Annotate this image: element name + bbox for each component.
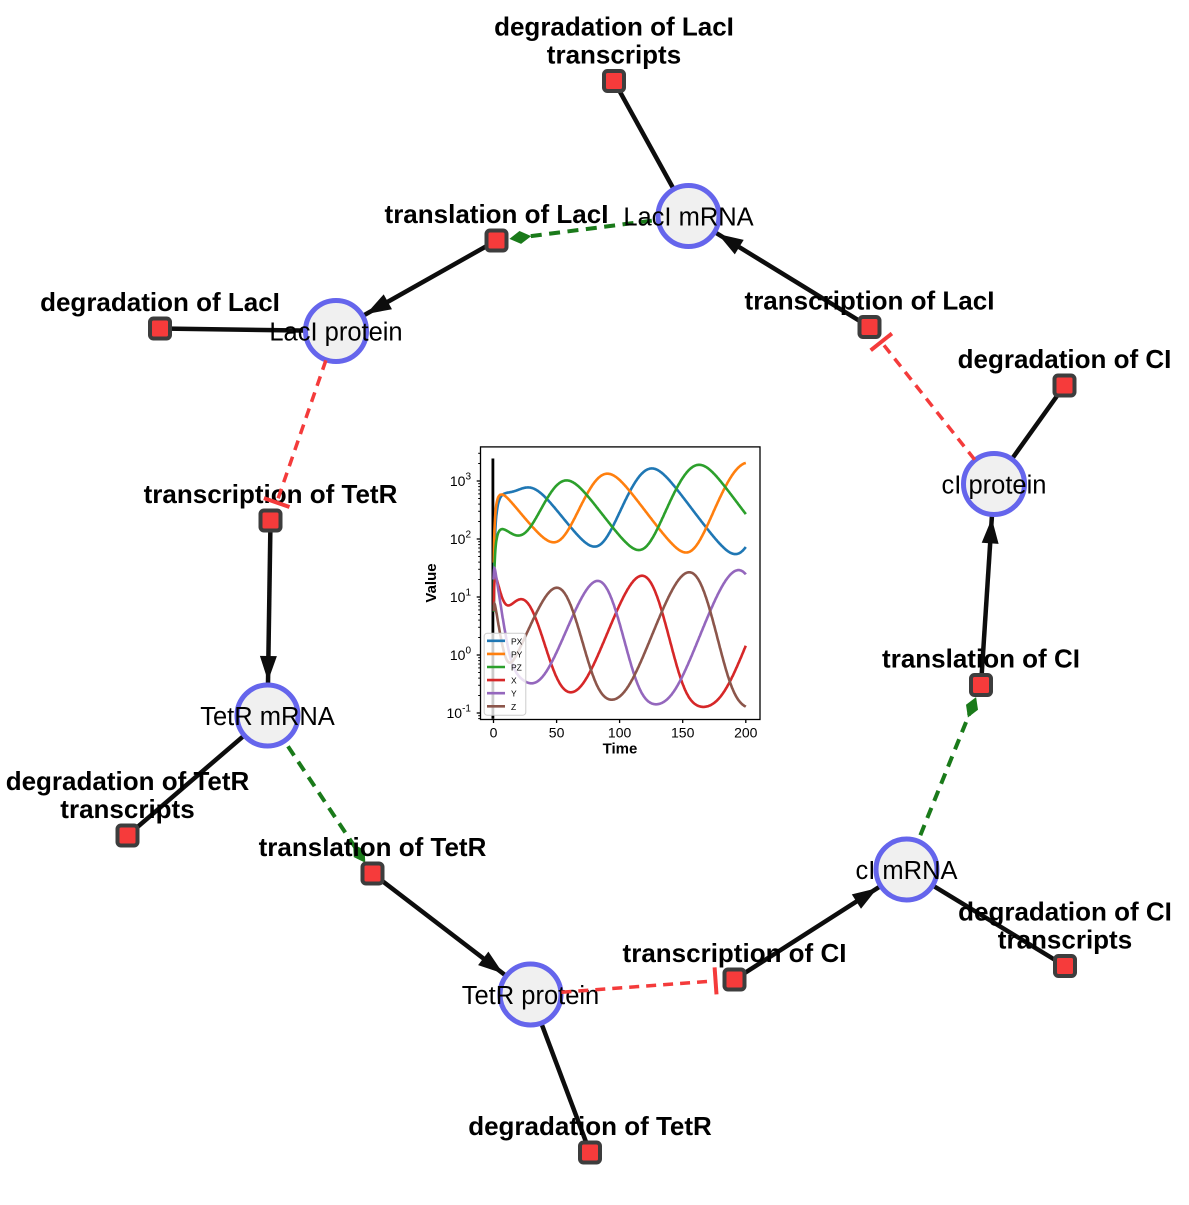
svg-text:degradation of LacI: degradation of LacI (494, 12, 734, 42)
svg-text:100: 100 (450, 646, 472, 664)
svg-text:200: 200 (734, 725, 758, 741)
svg-text:PZ: PZ (511, 663, 522, 673)
svg-text:cI protein: cI protein (942, 472, 1047, 500)
svg-text:transcription of CI: transcription of CI (623, 938, 847, 968)
svg-text:degradation of CI: degradation of CI (958, 897, 1172, 927)
svg-text:LacI mRNA: LacI mRNA (623, 204, 753, 232)
svg-text:degradation of LacI: degradation of LacI (40, 287, 280, 317)
svg-text:50: 50 (549, 725, 565, 741)
svg-text:degradation of TetR: degradation of TetR (468, 1111, 712, 1141)
svg-text:degradation of TetR: degradation of TetR (6, 766, 250, 796)
svg-text:102: 102 (450, 530, 472, 548)
svg-text:101: 101 (450, 588, 472, 606)
svg-text:103: 103 (450, 472, 472, 490)
svg-text:Time: Time (603, 741, 638, 758)
svg-text:TetR protein: TetR protein (462, 982, 600, 1010)
svg-text:Y: Y (511, 689, 517, 699)
svg-text:transcripts: transcripts (60, 794, 194, 824)
svg-text:PY: PY (511, 649, 523, 659)
svg-text:150: 150 (671, 725, 695, 741)
svg-text:transcription of TetR: transcription of TetR (144, 479, 398, 509)
svg-text:X: X (511, 676, 517, 686)
svg-text:TetR mRNA: TetR mRNA (200, 703, 335, 731)
svg-text:LacI protein: LacI protein (269, 319, 402, 347)
svg-text:10-1: 10-1 (447, 704, 472, 722)
svg-text:Z: Z (511, 702, 516, 712)
svg-text:transcripts: transcripts (547, 40, 681, 70)
svg-text:degradation of CI: degradation of CI (958, 344, 1172, 374)
svg-text:cI mRNA: cI mRNA (856, 857, 958, 885)
svg-text:PX: PX (511, 636, 523, 646)
svg-text:transcription of LacI: transcription of LacI (745, 286, 995, 316)
svg-text:translation of LacI: translation of LacI (385, 199, 609, 229)
svg-text:100: 100 (608, 725, 632, 741)
svg-text:Value: Value (423, 563, 440, 602)
svg-text:translation of CI: translation of CI (882, 644, 1080, 674)
svg-text:0: 0 (490, 725, 498, 741)
svg-text:transcripts: transcripts (998, 925, 1132, 955)
svg-text:translation of TetR: translation of TetR (259, 832, 487, 862)
